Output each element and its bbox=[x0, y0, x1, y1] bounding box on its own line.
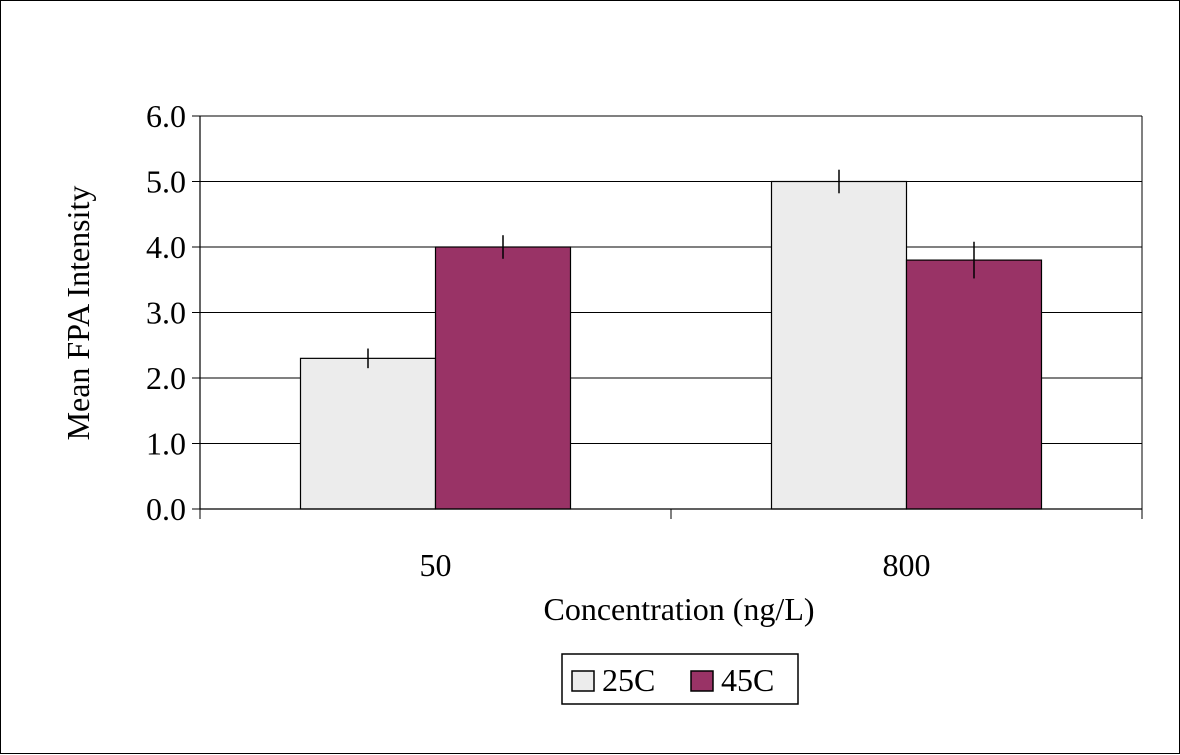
y-tick-labels: 0.0 1.0 2.0 3.0 4.0 5.0 6.0 bbox=[146, 98, 186, 527]
y-tick-label: 0.0 bbox=[146, 491, 186, 527]
y-tick-label: 5.0 bbox=[146, 164, 186, 200]
y-tick-label: 6.0 bbox=[146, 98, 186, 134]
bars bbox=[299, 180, 1043, 510]
axes bbox=[192, 115, 1143, 519]
y-tick-label: 3.0 bbox=[146, 295, 186, 331]
y-tick-label: 4.0 bbox=[146, 229, 186, 265]
legend-swatch-45c bbox=[690, 670, 714, 692]
legend-swatch-25c bbox=[571, 670, 595, 692]
y-tick-label: 2.0 bbox=[146, 360, 186, 396]
x-tick-label: 50 bbox=[420, 547, 452, 583]
y-tick-label: 1.0 bbox=[146, 426, 186, 462]
bar-45c-800 bbox=[905, 259, 1043, 510]
y-axis-label: Mean FPA Intensity bbox=[60, 186, 96, 441]
error-bars bbox=[367, 169, 975, 369]
bar-25c-800 bbox=[770, 180, 908, 510]
legend: 25C 45C bbox=[561, 653, 799, 705]
legend-label-25c: 25C bbox=[602, 662, 655, 698]
legend-label-45c: 45C bbox=[721, 662, 774, 698]
x-tick-label: 800 bbox=[883, 547, 931, 583]
legend-box bbox=[561, 653, 799, 705]
bar-25c-50 bbox=[299, 357, 437, 510]
x-axis-label: Concentration (ng/L) bbox=[543, 591, 814, 627]
bar-45c-50 bbox=[434, 246, 572, 510]
x-tick-labels: 50 800 bbox=[420, 547, 931, 583]
